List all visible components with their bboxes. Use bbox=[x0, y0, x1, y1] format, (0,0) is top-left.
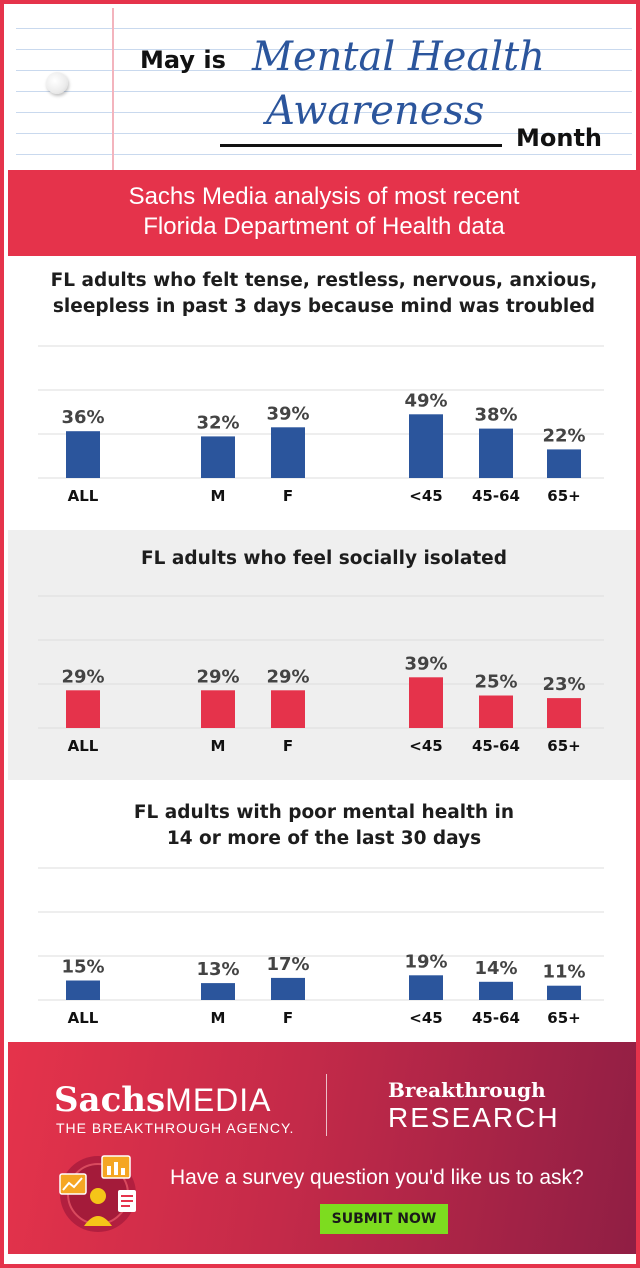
bar bbox=[479, 695, 513, 728]
bar bbox=[201, 690, 235, 728]
bar bbox=[271, 977, 305, 1000]
bar-value-label: 32% bbox=[196, 412, 239, 433]
chart-title-anxiety: FL adults who felt tense, restless, nerv… bbox=[8, 268, 636, 320]
category-tick-label: 65+ bbox=[547, 737, 580, 755]
bar bbox=[547, 985, 581, 1000]
bar bbox=[479, 981, 513, 1000]
bar-value-label: 14% bbox=[474, 958, 517, 979]
chart-title-line: sleepless in past 3 days because mind wa… bbox=[52, 296, 596, 317]
submit-now-button[interactable]: SUBMIT NOW bbox=[320, 1204, 448, 1234]
header-notebook: May is Mental Health Awareness Month bbox=[16, 8, 632, 170]
bar-value-label: 19% bbox=[404, 951, 447, 972]
logo-divider bbox=[326, 1074, 327, 1136]
chart-title-line: FL adults who felt tense, restless, nerv… bbox=[50, 270, 598, 291]
header-underline bbox=[220, 144, 502, 147]
category-tick-label: F bbox=[283, 1009, 293, 1027]
category-tick-label: M bbox=[211, 1009, 226, 1027]
bar-value-label: 49% bbox=[404, 390, 447, 411]
bar bbox=[66, 980, 100, 1000]
header-suffix: Month bbox=[516, 124, 603, 152]
chart-section-isolated: FL adults who feel socially isolated 29%… bbox=[8, 530, 636, 780]
footer: SachsMEDIA THE BREAKTHROUGH AGENCY. Brea… bbox=[8, 1042, 636, 1254]
bar-value-label: 13% bbox=[196, 959, 239, 980]
category-tick-label: <45 bbox=[409, 1009, 442, 1027]
source-line2: Florida Department of Health data bbox=[143, 213, 505, 240]
header-title-line2: Awareness bbox=[266, 88, 485, 134]
category-tick-label: ALL bbox=[68, 487, 99, 505]
bar-value-label: 25% bbox=[474, 672, 517, 693]
bar-value-label: 29% bbox=[266, 666, 309, 687]
bar bbox=[409, 677, 443, 728]
logo-sachs-text: Sachs bbox=[54, 1080, 166, 1120]
category-tick-label: <45 bbox=[409, 487, 442, 505]
bar bbox=[201, 436, 235, 478]
chart-title-line: FL adults who feel socially isolated bbox=[141, 548, 507, 569]
source-band: Sachs Media analysis of most recent Flor… bbox=[8, 170, 636, 256]
category-tick-label: 45-64 bbox=[472, 737, 520, 755]
category-tick-label: 45-64 bbox=[472, 1009, 520, 1027]
chart-title-line: FL adults with poor mental health in bbox=[133, 802, 515, 823]
category-tick-label: <45 bbox=[409, 737, 442, 755]
chart-title-isolated: FL adults who feel socially isolated bbox=[8, 546, 636, 572]
header-prefix: May is bbox=[140, 46, 226, 74]
category-tick-label: F bbox=[283, 487, 293, 505]
bar bbox=[66, 690, 100, 728]
source-line1: Sachs Media analysis of most recent bbox=[128, 183, 520, 210]
bar-value-label: 11% bbox=[542, 962, 585, 983]
bar bbox=[271, 427, 305, 478]
category-tick-label: 65+ bbox=[547, 1009, 580, 1027]
bar-chart-poor-mental-health: 15% ALL 13% M 17% F 19% <45 14% 45-64 11% 65+ bbox=[38, 867, 604, 1027]
bar bbox=[66, 431, 100, 478]
binder-hole-icon bbox=[46, 72, 68, 94]
bar bbox=[547, 449, 581, 478]
bar bbox=[271, 690, 305, 728]
category-tick-label: ALL bbox=[68, 1009, 99, 1027]
bar-chart-anxiety: 36% ALL 32% M 39% F 49% <45 38% 45-64 22% 65+ bbox=[38, 345, 604, 505]
category-tick-label: 65+ bbox=[547, 487, 580, 505]
bar-value-label: 15% bbox=[61, 957, 104, 978]
bar-chart-isolated: 29% ALL 29% M 29% F 39% <45 25% 45-64 23% 65+ bbox=[38, 595, 604, 755]
bar-value-label: 22% bbox=[542, 425, 585, 446]
notebook-margin-line bbox=[112, 8, 114, 170]
bar bbox=[547, 698, 581, 728]
bar-value-label: 29% bbox=[61, 666, 104, 687]
category-tick-label: 45-64 bbox=[472, 487, 520, 505]
category-tick-label: M bbox=[211, 737, 226, 755]
breakthrough-logo-top: Breakthrough bbox=[388, 1078, 546, 1102]
survey-analytics-illustration-icon bbox=[59, 1155, 136, 1232]
chart-section-anxiety: FL adults who felt tense, restless, nerv… bbox=[8, 256, 636, 530]
sachs-media-logo[interactable]: SachsMEDIA bbox=[54, 1080, 272, 1120]
category-tick-label: ALL bbox=[68, 737, 99, 755]
bar bbox=[409, 414, 443, 478]
bar-value-label: 17% bbox=[266, 954, 309, 975]
bar-value-label: 38% bbox=[474, 405, 517, 426]
logo-media-text: MEDIA bbox=[165, 1082, 272, 1118]
category-tick-label: M bbox=[211, 487, 226, 505]
bar bbox=[201, 983, 235, 1000]
bar-value-label: 23% bbox=[542, 674, 585, 695]
bar bbox=[409, 975, 443, 1000]
chart-section-poor-mental-health: FL adults with poor mental health in 14 … bbox=[8, 780, 636, 1042]
chart-title-line: 14 or more of the last 30 days bbox=[166, 828, 482, 849]
bar-value-label: 39% bbox=[404, 653, 447, 674]
header-title-line1: Mental Health bbox=[252, 34, 545, 80]
bar-value-label: 36% bbox=[61, 407, 104, 428]
bar-value-label: 39% bbox=[266, 403, 309, 424]
category-tick-label: F bbox=[283, 737, 293, 755]
chart-title-poor-mental-health: FL adults with poor mental health in 14 … bbox=[8, 800, 636, 852]
breakthrough-logo-bottom: RESEARCH bbox=[388, 1102, 560, 1133]
bar bbox=[479, 428, 513, 478]
survey-question-prompt: Have a survey question you'd like us to … bbox=[170, 1166, 584, 1189]
logo-tagline: THE BREAKTHROUGH AGENCY. bbox=[56, 1120, 295, 1136]
bar-value-label: 29% bbox=[196, 666, 239, 687]
